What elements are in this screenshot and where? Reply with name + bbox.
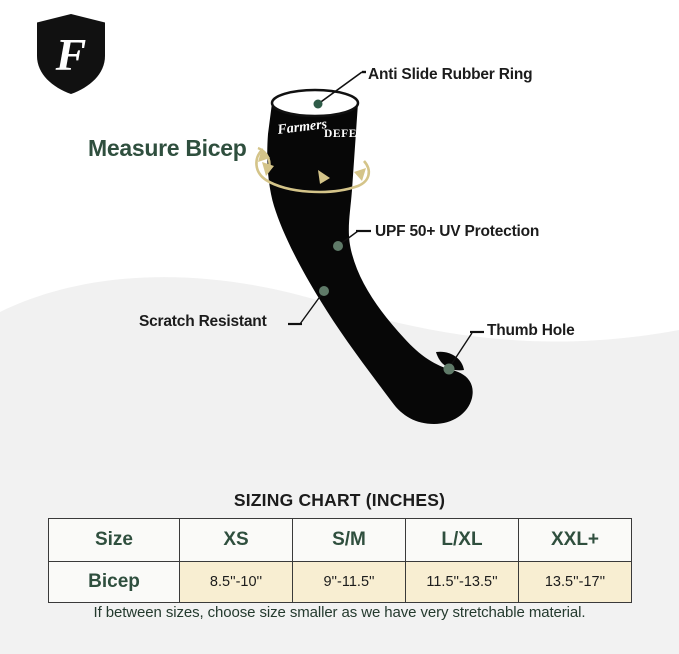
row-header-bicep: Bicep xyxy=(48,561,180,603)
sizing-chart-table: Size XS S/M L/XL XXL+ Bicep 8.5''-10'' 9… xyxy=(48,518,632,603)
anchor-dot-thumb xyxy=(443,363,455,375)
leader-thumb xyxy=(448,332,473,369)
leader-anti-slide xyxy=(317,71,363,105)
leader-upf xyxy=(338,230,359,246)
column-header-xxl: XXL+ xyxy=(518,518,632,562)
column-header-lxl: L/XL xyxy=(405,518,519,562)
callout-label-upf-protection: UPF 50+ UV Protection xyxy=(375,223,540,240)
arm-sleeve-illustration: Farmers DEFENSE xyxy=(255,70,484,424)
measure-bicep-arrowhead xyxy=(262,162,274,176)
brand-logo: F xyxy=(34,11,108,97)
column-header-size: Size xyxy=(48,518,180,562)
measure-arrow-left xyxy=(258,148,270,162)
anchor-dot-upf xyxy=(333,241,343,251)
measure-arrow-right xyxy=(354,168,366,181)
thumb-hole-bump xyxy=(436,351,464,371)
cell-bicep-xs: 8.5''-10'' xyxy=(179,561,293,603)
column-header-sm: S/M xyxy=(292,518,406,562)
measure-arrow-mid xyxy=(318,170,330,184)
sizing-chart-footnote: If between sizes, choose size smaller as… xyxy=(93,604,586,621)
cell-bicep-xxl: 13.5''-17'' xyxy=(518,561,632,603)
measure-loop-line xyxy=(255,149,371,194)
cell-bicep-lxl: 11.5''-13.5'' xyxy=(405,561,519,603)
table-header-row: Size XS S/M L/XL XXL+ xyxy=(48,518,632,562)
sizing-chart-title: SIZING CHART (INCHES) xyxy=(233,490,446,510)
measure-bicep-label: Measure Bicep xyxy=(88,135,247,161)
sleeve-brand-script: Farmers xyxy=(276,117,329,138)
column-header-xs: XS xyxy=(179,518,293,562)
cell-bicep-sm: 9''-11.5'' xyxy=(292,561,406,603)
sleeve-body xyxy=(267,92,473,424)
logo-letter-f: F xyxy=(55,29,87,80)
anchor-dot-scratch xyxy=(319,286,329,296)
table-row-bicep: Bicep 8.5''-10'' 9''-11.5'' 11.5''-13.5'… xyxy=(48,561,632,603)
callout-label-anti-slide-rubber-ring: Anti Slide Rubber Ring xyxy=(368,66,533,83)
callout-label-scratch-resistant: Scratch Resistant xyxy=(139,313,267,330)
sleeve-brand-bold: DEFENSE xyxy=(324,128,381,140)
leader-scratch xyxy=(299,290,325,325)
anchor-dot-anti-slide xyxy=(313,99,323,109)
callout-label-thumb-hole: Thumb Hole xyxy=(487,322,575,339)
